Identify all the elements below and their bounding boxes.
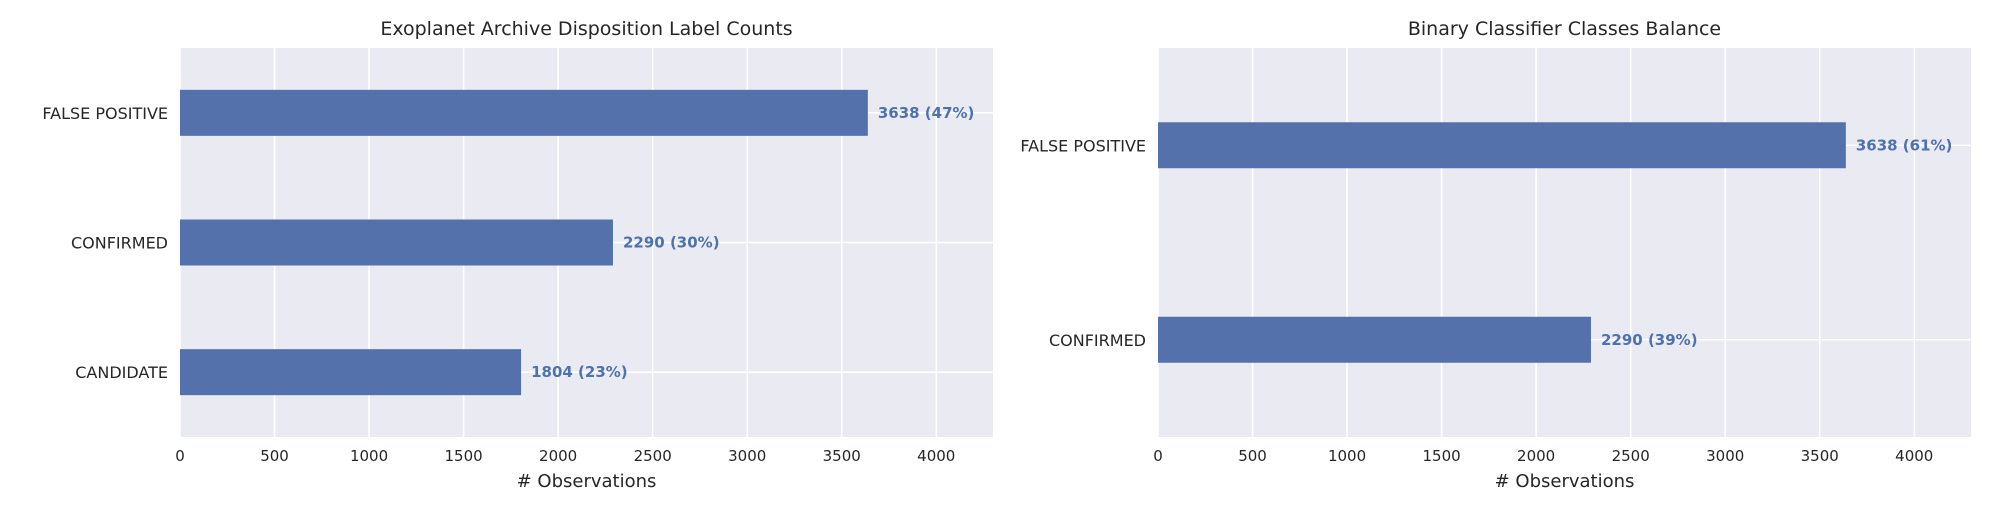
x-tick-label: 1500 — [1423, 447, 1461, 465]
x-tick-label: 1000 — [1328, 447, 1366, 465]
x-tick-label: 1000 — [350, 447, 388, 465]
bar — [180, 349, 522, 396]
x-tick-label: 4000 — [1895, 447, 1933, 465]
x-tick-label: 2500 — [1612, 447, 1650, 465]
data-label: 3638 (47%) — [878, 104, 975, 122]
x-tick-label: 500 — [1238, 447, 1267, 465]
x-tick-label: 2500 — [634, 447, 672, 465]
bar — [180, 89, 868, 136]
data-label: 1804 (23%) — [531, 363, 628, 381]
x-tick-label: 3500 — [1801, 447, 1839, 465]
x-tick-label: 0 — [1153, 447, 1163, 465]
x-tick-label: 3000 — [728, 447, 766, 465]
plot-area — [1158, 48, 1971, 437]
x-tick-label: 2000 — [1517, 447, 1555, 465]
bar — [180, 219, 613, 266]
x-tick-label: 4000 — [917, 447, 955, 465]
y-tick-label: CONFIRMED — [1049, 331, 1146, 350]
x-tick-label: 500 — [260, 447, 289, 465]
bar — [1158, 316, 1591, 363]
x-tick-label: 3000 — [1706, 447, 1744, 465]
y-tick-label: CANDIDATE — [75, 363, 168, 382]
chart-title: Exoplanet Archive Disposition Label Coun… — [380, 18, 792, 40]
x-axis-label: # Observations — [1495, 471, 1635, 492]
y-tick-label: CONFIRMED — [71, 234, 168, 253]
chart-disposition-label-counts: 0 500 1000 1500 2000 2500 3000 3500 4000 FALSE PO… — [42, 18, 993, 492]
x-tick-label: 2000 — [539, 447, 577, 465]
chart-title: Binary Classifier Classes Balance — [1408, 18, 1721, 40]
bar — [1158, 122, 1846, 169]
x-tick-label: 0 — [175, 447, 185, 465]
x-tick-label: 3500 — [823, 447, 861, 465]
data-label: 2290 (30%) — [623, 234, 720, 252]
data-label: 3638 (61%) — [1856, 136, 1953, 154]
y-tick-label: FALSE POSITIVE — [1020, 136, 1146, 155]
y-tick-label: FALSE POSITIVE — [42, 104, 168, 123]
chart-binary-classes-balance: 0 500 1000 1500 2000 2500 3000 3500 4000 FALSE PO… — [1020, 18, 1971, 492]
data-label: 2290 (39%) — [1601, 331, 1698, 349]
x-tick-label: 1500 — [445, 447, 483, 465]
x-axis-label: # Observations — [517, 471, 657, 492]
